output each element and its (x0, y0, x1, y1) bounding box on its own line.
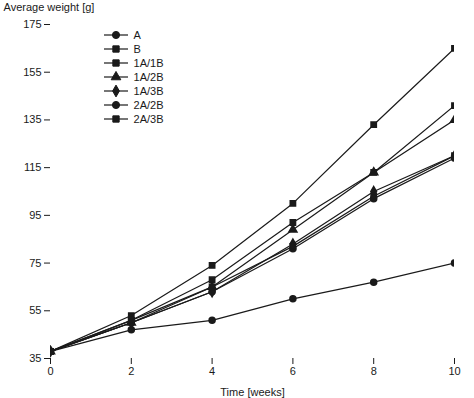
svg-text:4: 4 (209, 365, 215, 377)
html-text:2A/2B: 2A/2B (133, 99, 164, 111)
html-text:1A/2B: 1A/2B (133, 71, 164, 83)
html-text:1A/3B: 1A/3B (133, 85, 164, 97)
svg-text:10: 10 (448, 365, 460, 377)
svg-text:8: 8 (371, 365, 377, 377)
html-text:B: B (133, 43, 141, 55)
svg-text:Time [weeks]: Time [weeks] (220, 386, 284, 398)
svg-text:155: 155 (23, 66, 41, 78)
svg-text:6: 6 (290, 365, 296, 377)
html-text:1A/1B: 1A/1B (133, 57, 164, 69)
html-text:2A/3B: 2A/3B (133, 113, 164, 125)
svg-text:2: 2 (128, 365, 134, 377)
svg-text:135: 135 (23, 113, 41, 125)
svg-text:0: 0 (47, 365, 53, 377)
svg-text:Average weight [g]: Average weight [g] (4, 1, 95, 13)
svg-text:35: 35 (29, 352, 41, 364)
svg-text:75: 75 (29, 257, 41, 269)
svg-text:115: 115 (24, 161, 42, 173)
svg-text:175: 175 (23, 18, 41, 30)
svg-text:55: 55 (29, 304, 41, 316)
svg-text:95: 95 (29, 209, 41, 221)
html-text:A: A (133, 29, 141, 41)
